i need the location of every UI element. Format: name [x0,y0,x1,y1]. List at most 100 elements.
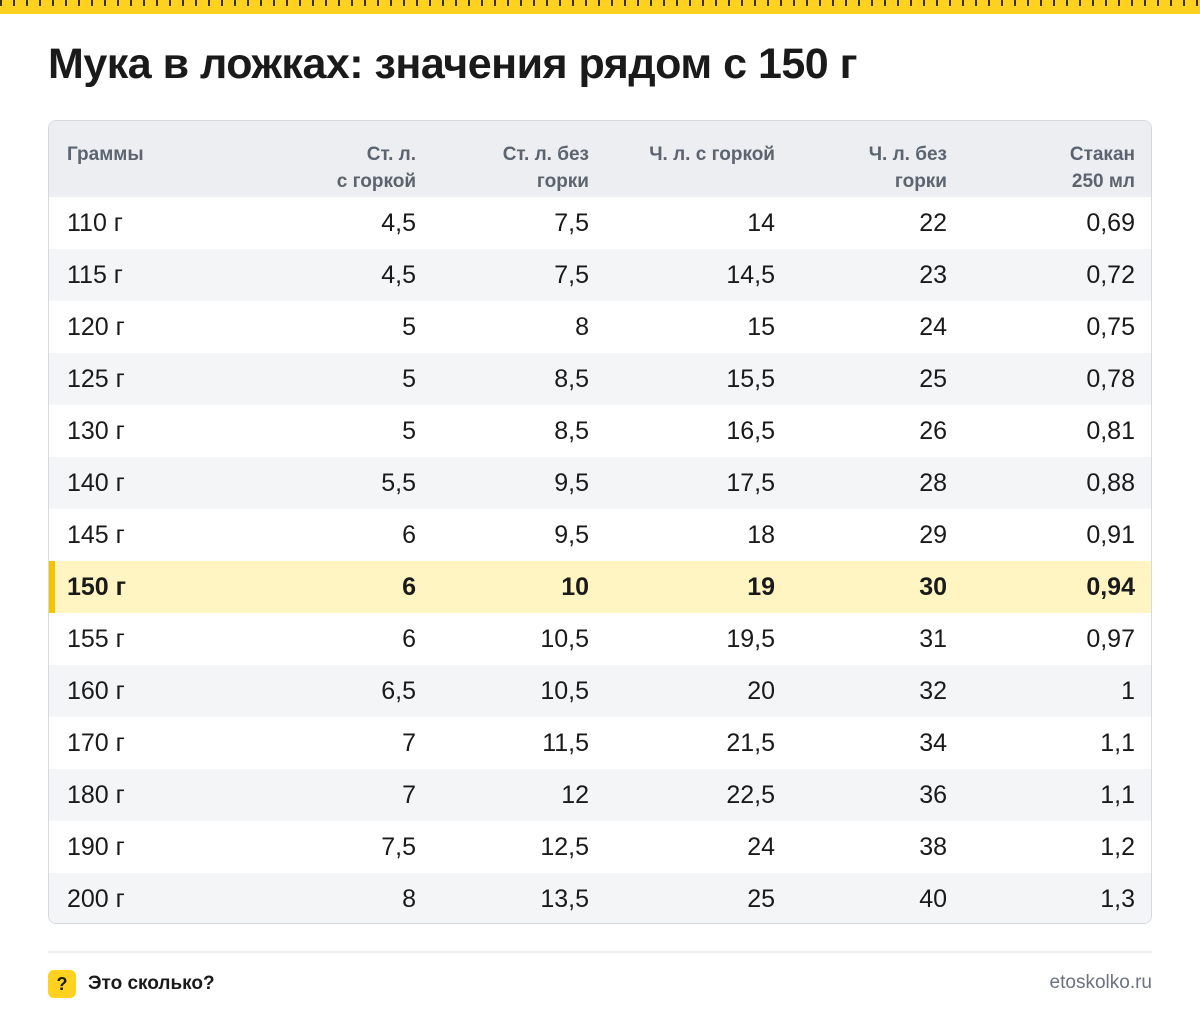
brand-name: Это сколько? [88,973,215,994]
cell-tbsp-level: 10,5 [540,676,589,705]
site-url: etoskolko.ru [1049,972,1152,993]
cell-tbsp-heaped: 6,5 [381,676,416,705]
cell-grams: 160 г [67,676,125,705]
cell-grams: 170 г [67,728,125,757]
cell-tbsp-level: 7,5 [554,260,589,289]
cell-cup-250ml: 1,2 [1100,832,1135,861]
cell-tbsp-level: 9,5 [554,520,589,549]
cell-grams: 125 г [67,364,125,393]
cell-tsp-heaped: 16,5 [726,416,775,445]
cell-tbsp-level: 13,5 [540,884,589,913]
page-title: Мука в ложках: значения рядом с 150 г [48,40,858,88]
table-body: 110 г 4,5 7,5 14 22 0,69 115 г 4,5 7,5 14,5 23 0,72… [49,197,1151,923]
cell-grams: 145 г [67,520,125,549]
cell-cup-250ml: 1,1 [1100,780,1135,809]
cell-grams: 110 г [67,208,123,237]
cell-tbsp-level: 8,5 [554,416,589,445]
table-row: 170 г 7 11,5 21,5 34 1,1 [49,717,1151,769]
table-row: 180 г 7 12 22,5 36 1,1 [49,769,1151,821]
cell-tsp-heaped: 21,5 [726,728,775,757]
table-row: 140 г 5,5 9,5 17,5 28 0,88 [49,457,1151,509]
cell-tbsp-heaped: 4,5 [381,260,416,289]
cell-grams: 120 г [67,312,125,341]
cell-tsp-heaped: 24 [747,832,775,861]
cell-cup-250ml: 0,91 [1086,520,1135,549]
cell-tsp-level: 23 [919,260,947,289]
cell-cup-250ml: 0,88 [1086,468,1135,497]
cell-tbsp-heaped: 5,5 [381,468,416,497]
cell-tsp-heaped: 19,5 [726,624,775,653]
table-row: 190 г 7,5 12,5 24 38 1,2 [49,821,1151,873]
header-tbsp-level: Ст. л. без горки [502,144,589,192]
cell-cup-250ml: 0,81 [1086,416,1135,445]
cell-cup-250ml: 1,1 [1100,728,1135,757]
cell-tsp-heaped: 18 [747,520,775,549]
cell-tbsp-level: 8 [575,312,589,341]
cell-tsp-level: 32 [919,676,947,705]
conversion-table-card: Граммы Ст. л. с горкой Ст. л. без горки … [48,120,1152,924]
cell-tbsp-heaped: 6 [402,572,416,601]
cell-cup-250ml: 0,75 [1086,312,1135,341]
table-row: 145 г 6 9,5 18 29 0,91 [49,509,1151,561]
cell-grams: 200 г [67,884,125,913]
cell-grams: 150 г [49,561,234,613]
cell-tbsp-heaped: 5 [402,312,416,341]
cell-tsp-heaped: 14 [747,208,775,237]
cell-tsp-level: 26 [919,416,947,445]
question-icon: ? [48,970,76,998]
cell-tbsp-heaped: 6 [402,624,416,653]
cell-tsp-heaped: 20 [747,676,775,705]
cell-tbsp-heaped: 5 [402,364,416,393]
cell-tbsp-level: 8,5 [554,364,589,393]
cell-tsp-heaped: 14,5 [726,260,775,289]
cell-tsp-level: 36 [919,780,947,809]
cell-tbsp-level: 12 [561,780,589,809]
table-row: 125 г 5 8,5 15,5 25 0,78 [49,353,1151,405]
cell-grams: 155 г [67,624,125,653]
cell-tbsp-heaped: 5 [402,416,416,445]
cell-tbsp-level: 9,5 [554,468,589,497]
cell-tsp-level: 24 [919,312,947,341]
header-tsp-heaped: Ч. л. с горкой [649,144,775,165]
table-row: 130 г 5 8,5 16,5 26 0,81 [49,405,1151,457]
cell-tsp-level: 38 [919,832,947,861]
header-row: Граммы Ст. л. с горкой Ст. л. без горки … [49,121,1151,197]
cell-tbsp-level: 11,5 [542,728,589,757]
cell-cup-250ml: 0,94 [1086,572,1135,601]
cell-cup-250ml: 0,72 [1086,260,1135,289]
cell-tbsp-level: 12,5 [540,832,589,861]
cell-grams: 140 г [67,468,125,497]
cell-tbsp-heaped: 6 [402,520,416,549]
cell-tsp-heaped: 15 [747,312,775,341]
cell-tsp-heaped: 15,5 [726,364,775,393]
cell-tsp-heaped: 25 [747,884,775,913]
cell-cup-250ml: 1 [1121,676,1135,705]
cell-tbsp-heaped: 7 [402,780,416,809]
cell-tbsp-level: 7,5 [554,208,589,237]
cell-tbsp-heaped: 7,5 [381,832,416,861]
cell-cup-250ml: 0,78 [1086,364,1135,393]
cell-grams: 180 г [67,780,125,809]
cell-tsp-level: 25 [919,364,947,393]
cell-tsp-level: 40 [919,884,947,913]
cell-tbsp-heaped: 4,5 [381,208,416,237]
brand: ? Это сколько? [48,969,215,999]
cell-tsp-level: 34 [919,728,947,757]
cell-tbsp-level: 10,5 [540,624,589,653]
cell-tsp-level: 31 [919,624,947,653]
cell-tsp-heaped: 19 [747,572,775,601]
cell-tbsp-heaped: 8 [402,884,416,913]
table-row: 200 г 8 13,5 25 40 1,3 [49,873,1151,923]
cell-tsp-heaped: 17,5 [726,468,775,497]
table-row: 110 г 4,5 7,5 14 22 0,69 [49,197,1151,249]
cell-grams: 115 г [67,260,123,289]
header-cup-250ml: Стакан 250 мл [1069,144,1135,192]
ruler-strip [0,0,1200,14]
cell-tsp-level: 30 [919,572,947,601]
cell-tsp-level: 22 [919,208,947,237]
cell-grams: 130 г [67,416,125,445]
cell-tsp-level: 29 [919,520,947,549]
cell-tbsp-heaped: 7 [402,728,416,757]
header-tbsp-heaped: Ст. л. с горкой [336,144,416,192]
table-row: 160 г 6,5 10,5 20 32 1 [49,665,1151,717]
